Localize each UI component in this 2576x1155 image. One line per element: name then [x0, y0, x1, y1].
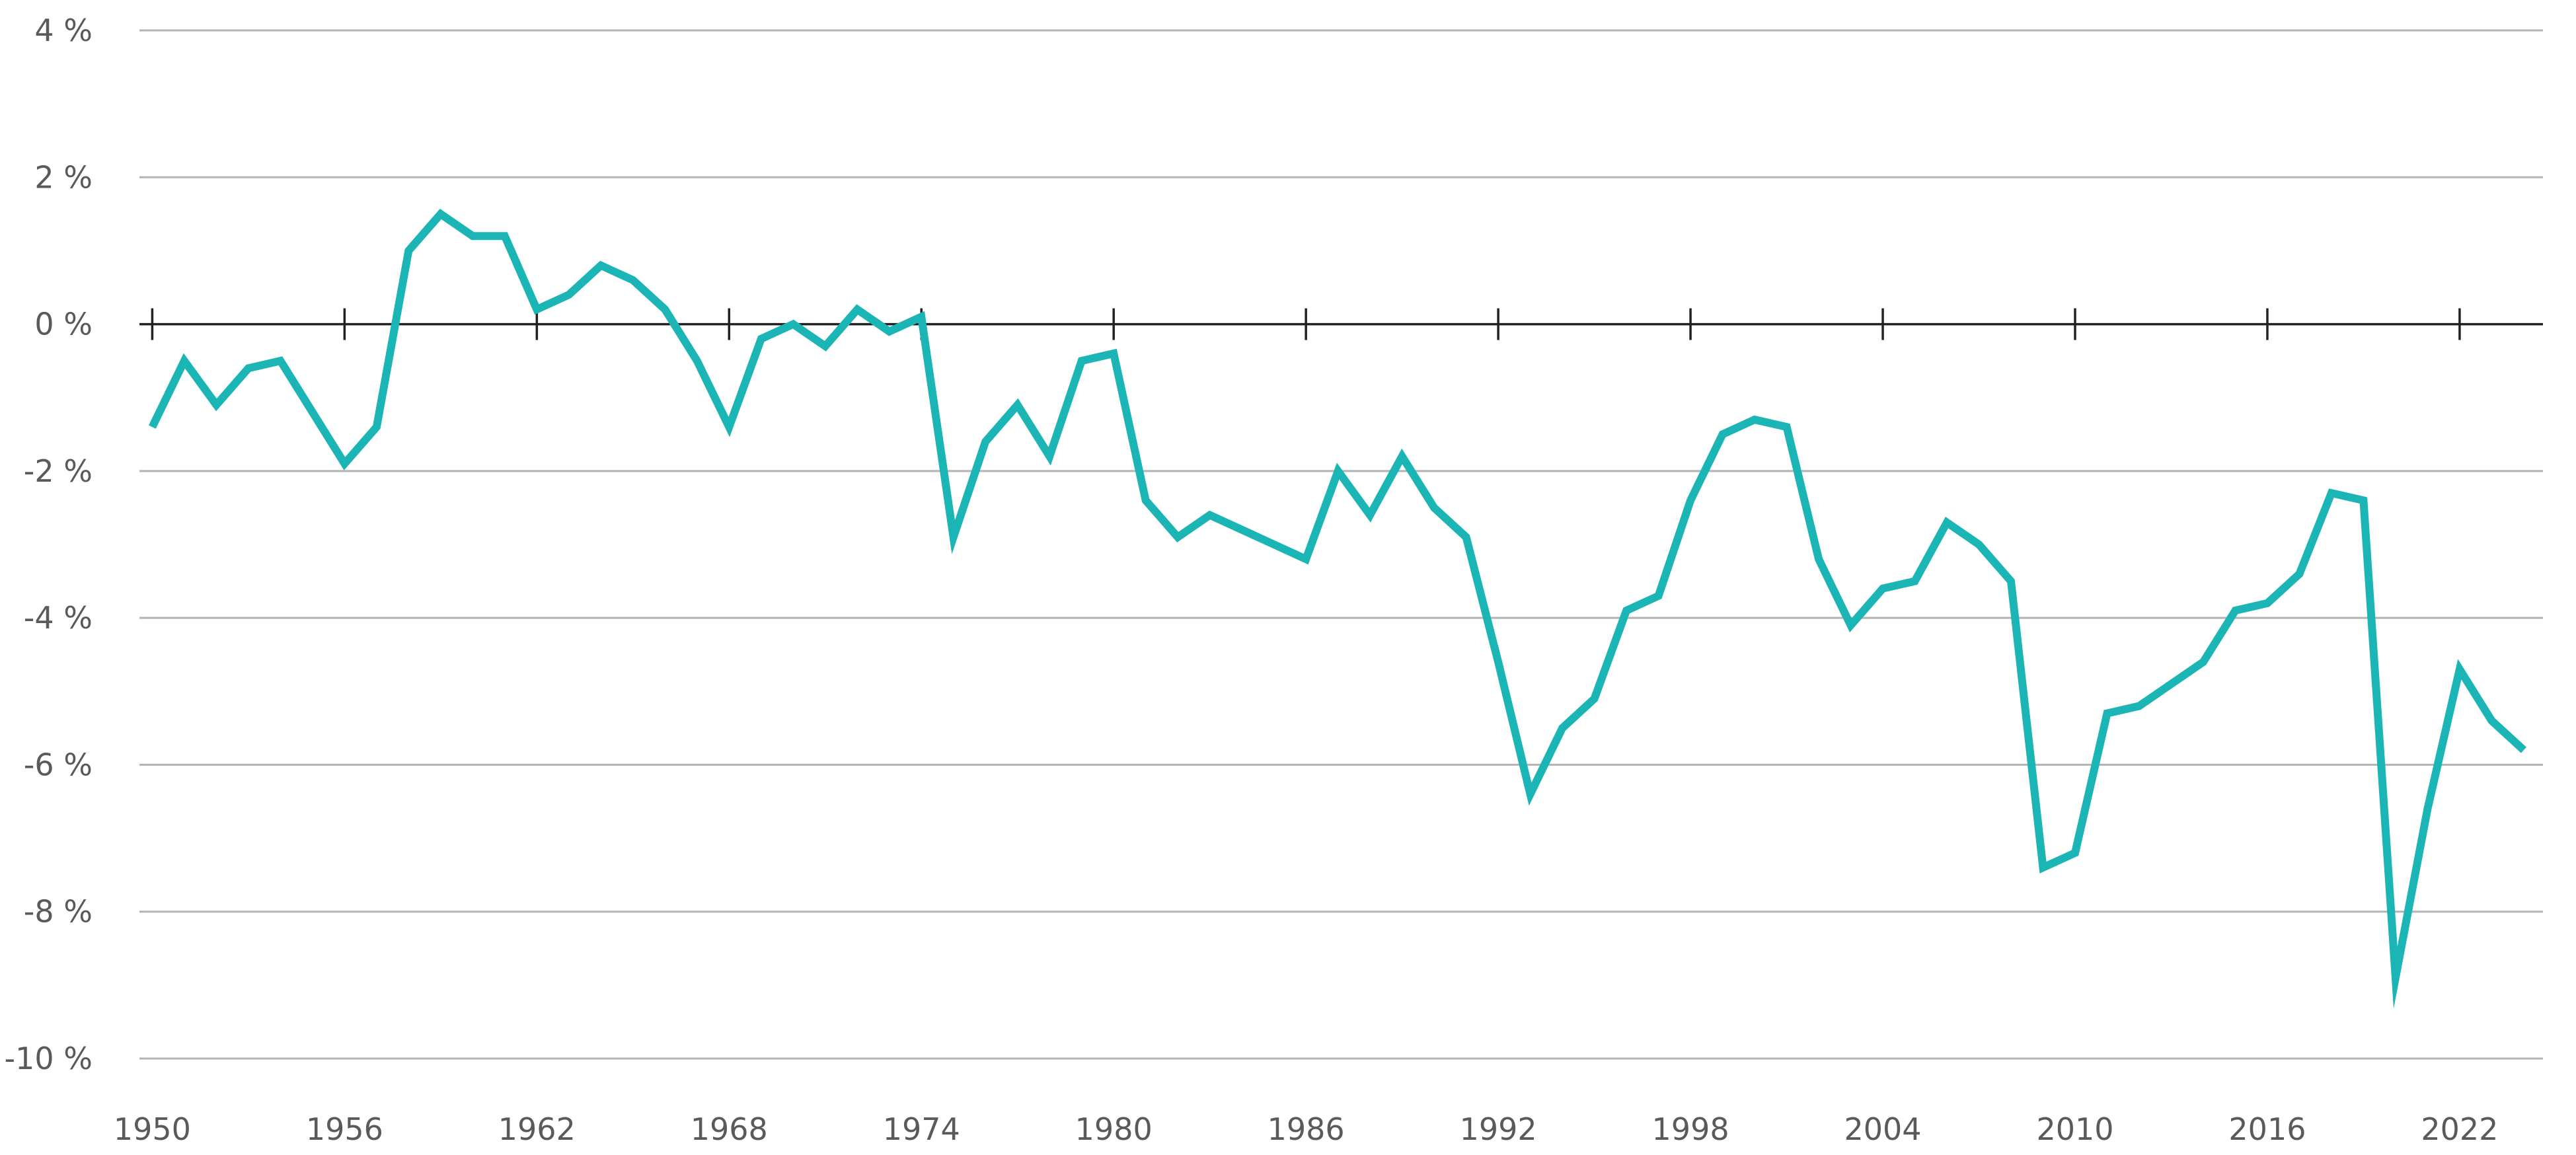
- x-tick-label: 1986: [1268, 1111, 1345, 1147]
- y-tick-label: -8 %: [24, 894, 93, 930]
- x-axis: 1950 1956 1962 1968 1974 1980 1986 1992 1998 2004…: [114, 308, 2498, 1147]
- series-line: [149, 208, 2526, 1009]
- x-tick-label: 2016: [2228, 1111, 2306, 1147]
- y-tick-label: 2 %: [34, 159, 93, 195]
- x-tick-label: 1998: [1652, 1111, 1729, 1147]
- x-tick-label: 1974: [883, 1111, 960, 1147]
- x-tick-label: 1980: [1075, 1111, 1153, 1147]
- x-tick-label: 2022: [2421, 1111, 2498, 1147]
- data-series: [149, 208, 2526, 1009]
- x-tick-label: 1962: [498, 1111, 576, 1147]
- x-tick-label: 1992: [1460, 1111, 1537, 1147]
- x-tick-label: 1956: [306, 1111, 383, 1147]
- y-tick-label: -4 %: [24, 600, 93, 636]
- y-tick-label: 0 %: [34, 307, 93, 342]
- y-tick-label: -6 %: [24, 747, 93, 782]
- x-tick-label: 1968: [691, 1111, 768, 1147]
- x-tick-label: 2004: [1844, 1111, 1921, 1147]
- x-tick-label: 1950: [114, 1111, 191, 1147]
- y-tick-label: -10 %: [5, 1041, 93, 1076]
- gridlines: [139, 29, 2543, 1060]
- y-tick-label: -2 %: [24, 453, 93, 489]
- x-tick-label: 2010: [2036, 1111, 2113, 1147]
- y-tick-label: 4 %: [34, 13, 93, 48]
- y-axis-tick-labels: 4 % 2 % 0 % -2 % -4 % -6 % -8 % -10 %: [5, 13, 93, 1076]
